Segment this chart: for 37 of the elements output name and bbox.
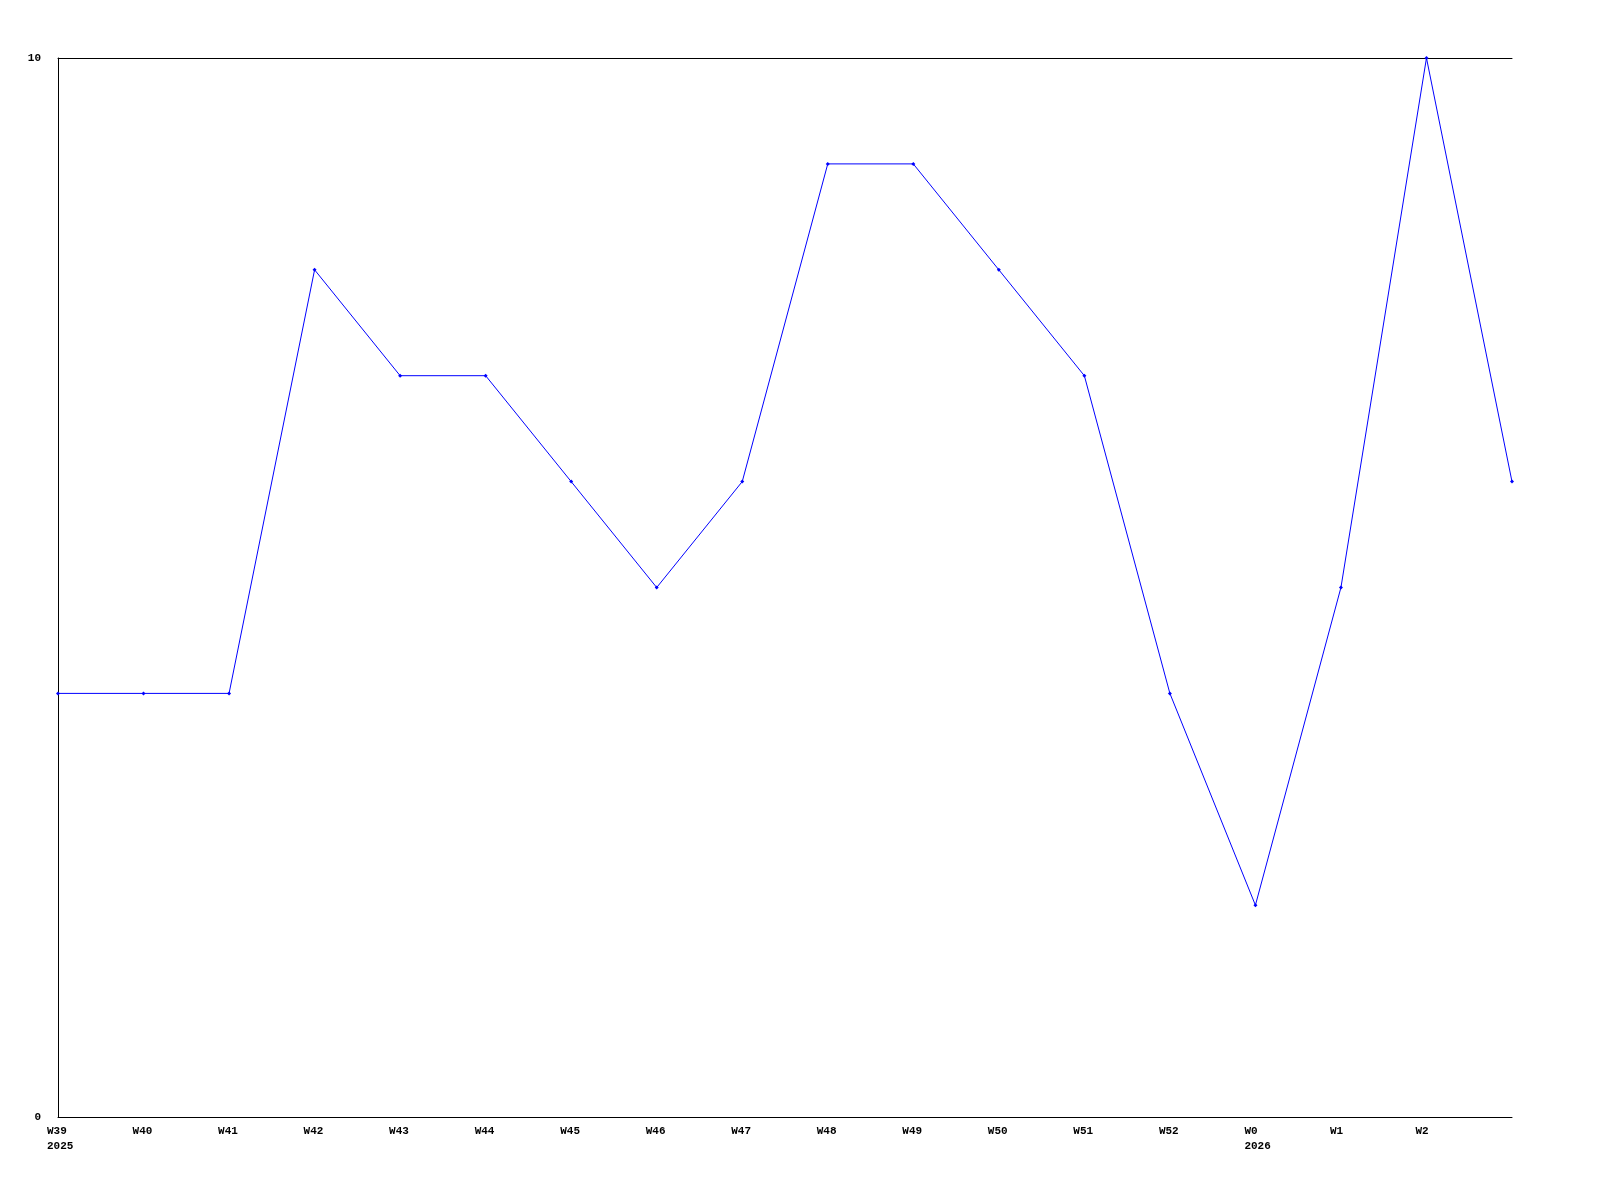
point	[825, 161, 830, 166]
x-tick-label: W42	[303, 1124, 324, 1137]
point	[56, 691, 60, 696]
x-tick-label: W40	[132, 1124, 153, 1137]
x-tick-label: W39 2025	[47, 1124, 74, 1152]
point	[569, 479, 574, 484]
point	[1253, 903, 1258, 908]
x-tick-label: W1	[1329, 1124, 1344, 1137]
x-tick-label: W52	[1158, 1124, 1179, 1137]
x-tick-label: W2	[1415, 1124, 1429, 1137]
point	[740, 479, 745, 484]
point	[911, 161, 916, 166]
x-tick-label: W45	[560, 1124, 581, 1137]
y-tick-label: 0	[34, 1111, 41, 1123]
point	[1338, 585, 1343, 590]
y-tick-label: 10	[27, 52, 41, 64]
point	[1424, 56, 1429, 60]
x-tick-label: W50	[987, 1124, 1008, 1137]
point	[227, 691, 232, 696]
point	[483, 373, 488, 378]
point	[654, 585, 659, 590]
x-tick-label: W43	[389, 1124, 410, 1137]
x-tick-label: W47	[731, 1124, 752, 1137]
point	[1167, 691, 1172, 696]
point	[1082, 373, 1087, 378]
point	[996, 267, 1001, 272]
x-tick-label: W44	[474, 1124, 495, 1137]
x-tick-label: W49	[902, 1124, 923, 1137]
point	[312, 267, 317, 272]
point	[398, 373, 403, 378]
x-tick-label: W46	[645, 1124, 666, 1137]
x-tick-label: W48	[816, 1124, 837, 1137]
x-tick-label: W0 2026	[1244, 1124, 1271, 1152]
x-tick-label: W51	[1073, 1124, 1094, 1137]
point	[141, 691, 146, 696]
x-tick-label: W41	[218, 1124, 239, 1137]
point	[1510, 479, 1514, 484]
